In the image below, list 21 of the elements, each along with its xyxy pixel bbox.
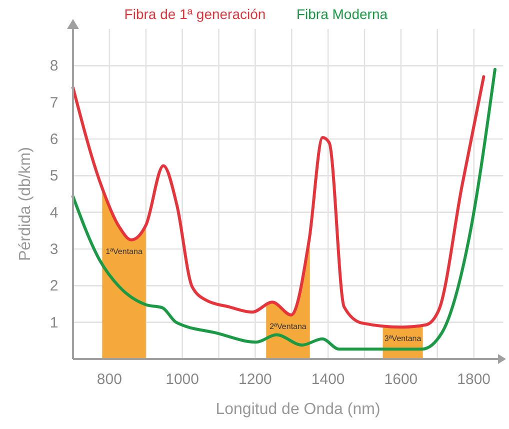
x-tick-label: 1600 (384, 371, 418, 388)
x-tick-label: 1800 (457, 371, 491, 388)
y-tick-label: 4 (50, 204, 58, 222)
x-tick-label: 800 (96, 371, 122, 388)
y-tick-label: 7 (50, 94, 58, 112)
band-label: 3ªVentana (384, 334, 422, 343)
text: Fibra de 1ª generación (124, 6, 266, 22)
y-tick-label: 3 (50, 241, 58, 258)
y-axis-title: Pérdida (db/km) (17, 147, 34, 261)
x-axis-title: Longitud de Onda (nm) (216, 401, 380, 418)
text: Fibra Moderna (296, 6, 388, 22)
x-tick-label: 1200 (238, 371, 272, 388)
band-label: 1ªVentana (106, 246, 143, 256)
y-tick-label: 5 (50, 168, 58, 185)
y-tick-label: 8 (50, 58, 58, 75)
y-tick-label: 1 (50, 314, 58, 332)
x-tick-label: 1000 (166, 371, 200, 388)
x-tick-label: 1400 (311, 371, 345, 388)
y-tick-label: 2 (50, 278, 58, 295)
y-tick-label: 6 (50, 131, 58, 148)
band-label: 2ªVentana (270, 322, 307, 331)
